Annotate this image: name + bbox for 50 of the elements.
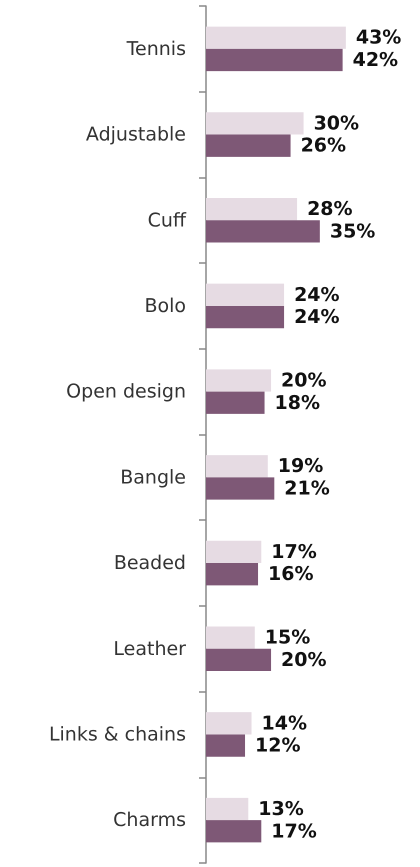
bar (206, 477, 274, 500)
data-label: 30% (314, 112, 360, 134)
bar (206, 392, 265, 414)
bar (206, 820, 262, 842)
y-tick-label: Leather (113, 638, 186, 660)
data-label: 19% (278, 455, 324, 478)
bar (206, 198, 298, 220)
data-label: 18% (274, 392, 320, 414)
data-label: 26% (300, 134, 346, 157)
bar (206, 284, 284, 306)
y-tick-label: Adjustable (86, 124, 186, 146)
data-label: 13% (258, 798, 304, 820)
y-tick-label: Bolo (144, 294, 186, 317)
bar (206, 26, 346, 49)
y-tick-label: Beaded (114, 552, 186, 574)
bar (206, 712, 252, 734)
data-label: 20% (281, 370, 327, 392)
data-label: 14% (262, 712, 308, 734)
data-label: 16% (268, 563, 314, 586)
data-label: 24% (294, 306, 340, 328)
y-tick-label: Open design (66, 380, 186, 403)
data-label: 12% (255, 734, 301, 757)
bar (206, 112, 304, 135)
y-tick-label: Bangle (120, 466, 186, 488)
bar (206, 540, 262, 564)
y-tick-label: Tennis (126, 38, 186, 60)
data-label: 28% (307, 198, 353, 220)
bar (206, 369, 272, 392)
bar (206, 455, 268, 478)
data-label: 42% (352, 48, 398, 71)
bar (206, 134, 291, 157)
data-label: 21% (284, 477, 330, 500)
data-label: 15% (264, 626, 310, 649)
bar (206, 48, 343, 72)
y-tick-label: Links & chains (48, 723, 186, 746)
bar (206, 798, 248, 820)
data-label: 24% (294, 284, 340, 306)
data-label: 43% (356, 26, 402, 49)
data-label: 17% (271, 540, 317, 563)
bar (206, 306, 284, 328)
y-tick-label: Cuff (148, 209, 187, 232)
bar (206, 220, 320, 243)
data-label: 17% (271, 820, 317, 842)
bar (206, 734, 246, 757)
bar (206, 648, 272, 672)
data-label: 35% (330, 220, 376, 242)
bar (206, 626, 255, 649)
bar (206, 563, 258, 586)
data-label: 20% (281, 648, 327, 671)
y-tick-label: Charms (113, 809, 186, 832)
